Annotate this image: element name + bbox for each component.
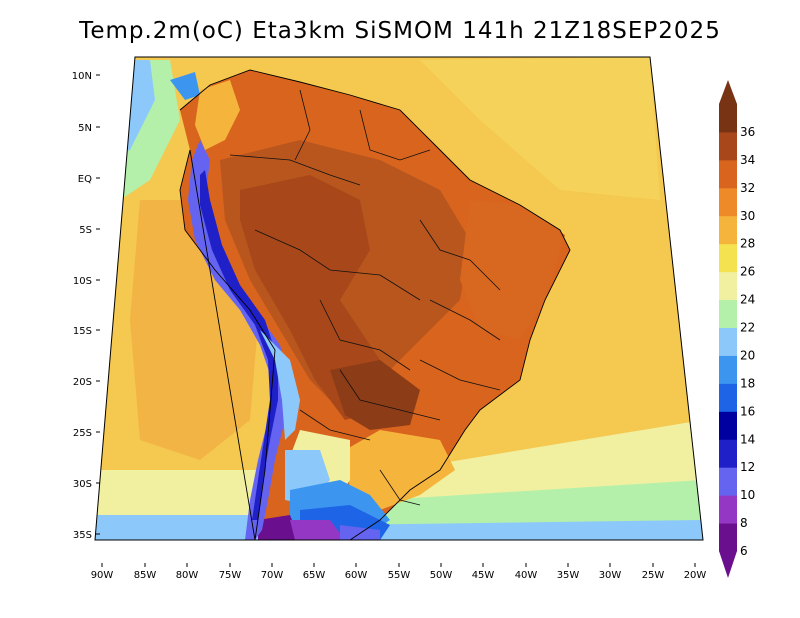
colorbar-label: 10 bbox=[740, 488, 755, 502]
colorbar-label: 12 bbox=[740, 460, 755, 474]
lon-label-70w: 70W bbox=[261, 570, 284, 581]
border-states-3 bbox=[419, 359, 501, 391]
colorbar-label: 18 bbox=[740, 376, 755, 390]
domain-border bbox=[94, 56, 704, 541]
lat-label-5s: 5S bbox=[79, 225, 92, 236]
rio-plata-purple bbox=[340, 525, 380, 540]
colorbar-cell bbox=[719, 439, 737, 468]
colorbar-label: 36 bbox=[740, 125, 755, 139]
lat-label-10n: 10N bbox=[72, 71, 92, 82]
lon-axis: 90W 85W 80W 75W 70W 65W 60W 55W 50W 45W … bbox=[91, 563, 707, 581]
colorbar-top-arrow bbox=[719, 80, 737, 104]
colorbar-label: 32 bbox=[740, 181, 755, 195]
colorbar-cell bbox=[719, 383, 737, 412]
colorbar-label: 34 bbox=[740, 153, 755, 167]
colorbar-cell bbox=[719, 495, 737, 524]
south-pacific-colder bbox=[95, 515, 260, 540]
colorbar-cell bbox=[719, 523, 737, 552]
colorbar-cell bbox=[719, 327, 737, 356]
colorbar-label: 22 bbox=[740, 321, 755, 335]
lon-label-65w: 65W bbox=[303, 570, 326, 581]
colorbar-label: 6 bbox=[740, 544, 748, 558]
lon-label-30w: 30W bbox=[599, 570, 622, 581]
north-atlantic bbox=[420, 57, 660, 200]
border-peru-brazil bbox=[254, 229, 421, 301]
lon-label-35w: 35W bbox=[557, 570, 580, 581]
border-states-2 bbox=[429, 299, 501, 341]
border-venezuela bbox=[294, 89, 311, 161]
colorbar-label: 20 bbox=[740, 348, 755, 362]
lon-label-80w: 80W bbox=[176, 570, 199, 581]
colorbar-cell bbox=[719, 355, 737, 384]
lon-label-60w: 60W bbox=[345, 570, 368, 581]
lon-label-50w: 50W bbox=[430, 570, 453, 581]
pantanal-hot bbox=[330, 360, 420, 430]
colorbar-cell bbox=[719, 159, 737, 189]
country-borders bbox=[229, 89, 501, 506]
south-brazil-mild bbox=[345, 430, 455, 510]
border-bolivia bbox=[319, 299, 411, 371]
colorbar-label: 14 bbox=[740, 432, 755, 446]
colorbar-cell bbox=[719, 299, 737, 328]
coastline bbox=[179, 69, 571, 541]
border-states-1 bbox=[419, 219, 501, 291]
lat-label-eq: EQ bbox=[78, 174, 92, 185]
patagonia-purple bbox=[258, 515, 300, 540]
colorbar-label: 24 bbox=[740, 293, 755, 307]
map-field bbox=[95, 57, 703, 540]
lon-label-20w: 20W bbox=[684, 570, 707, 581]
lat-label-5n: 5N bbox=[78, 123, 92, 134]
lat-label-35s: 35S bbox=[73, 530, 92, 541]
colorbar-cell bbox=[719, 215, 737, 245]
border-guianas bbox=[359, 109, 431, 161]
andes-deep bbox=[200, 170, 278, 520]
colorbar-cell bbox=[719, 243, 737, 273]
lon-label-45w: 45W bbox=[472, 570, 495, 581]
colorbar-label: 8 bbox=[740, 516, 748, 530]
lat-label-10s: 10S bbox=[73, 276, 92, 287]
map-title: Temp.2m(oC) Eta3km SiSMOM 141h 21Z18SEP2… bbox=[79, 18, 721, 44]
lon-label-25w: 25W bbox=[642, 570, 665, 581]
colombia-highlands bbox=[195, 80, 240, 150]
colorbar: 6 8 10 12 14 16 18 20 22 24 26 28 30 32 34 36 bbox=[719, 80, 755, 578]
colorbar-cell bbox=[719, 187, 737, 217]
andes-light bbox=[260, 330, 300, 440]
colorbar-label: 30 bbox=[740, 209, 755, 223]
border-paraguay bbox=[339, 369, 441, 421]
colorbar-cell bbox=[719, 271, 737, 301]
lat-label-20s: 20S bbox=[73, 377, 92, 388]
border-argentina-north bbox=[299, 409, 371, 441]
colorbar-cell bbox=[719, 467, 737, 496]
colorbar-label: 28 bbox=[740, 237, 755, 251]
south-atlantic-coldest bbox=[330, 520, 703, 540]
interior-hottest bbox=[240, 175, 380, 420]
patagonia-violet bbox=[290, 520, 345, 540]
border-north bbox=[229, 154, 361, 186]
colorbar-label: 26 bbox=[740, 265, 755, 279]
colorbar-cell bbox=[719, 411, 737, 440]
colorbar-label: 16 bbox=[740, 404, 755, 418]
lon-label-90w: 90W bbox=[91, 570, 114, 581]
lat-label-15s: 15S bbox=[73, 326, 92, 337]
colorbar-cell bbox=[719, 131, 737, 161]
colorbar-bottom-arrow bbox=[719, 551, 737, 578]
lon-label-75w: 75W bbox=[219, 570, 242, 581]
lat-label-25s: 25S bbox=[73, 428, 92, 439]
lon-label-55w: 55W bbox=[388, 570, 411, 581]
panama-cool bbox=[170, 72, 200, 100]
northeast-region bbox=[460, 200, 565, 340]
lon-label-40w: 40W bbox=[515, 570, 538, 581]
lat-axis: 10N 5N EQ 5S 10S 15S 20S 25S 30S 35S bbox=[72, 71, 100, 541]
colorbar-cell bbox=[719, 104, 737, 133]
lat-label-30s: 30S bbox=[73, 479, 92, 490]
lon-label-85w: 85W bbox=[134, 570, 157, 581]
